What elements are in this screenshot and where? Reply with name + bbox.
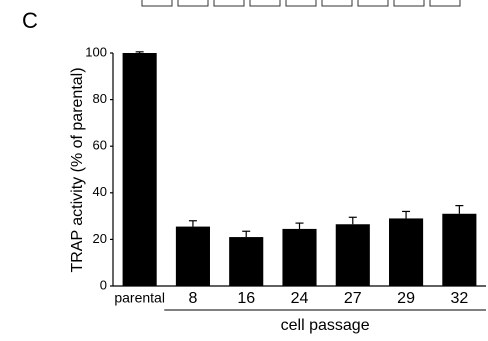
y-tick-label: 60 (93, 138, 107, 153)
x-tick-label: 32 (450, 290, 468, 307)
bar (336, 224, 370, 286)
y-tick-label: 100 (85, 44, 107, 59)
y-tick-label: 40 (93, 184, 107, 199)
page: C TRAP activity (% of parental) 0 20 40 60 8… (0, 0, 488, 341)
bar (442, 214, 476, 286)
x-tick-label: 8 (188, 290, 197, 307)
x-tick-label: 16 (237, 290, 255, 307)
bar (229, 237, 263, 286)
y-tick-label: 0 (100, 277, 107, 292)
bar (389, 218, 423, 286)
bar (282, 229, 316, 286)
chart: C TRAP activity (% of parental) 0 20 40 60 8… (0, 0, 488, 341)
bar (176, 227, 210, 286)
y-axis-label: TRAP activity (% of parental) (69, 67, 86, 272)
x-tick-label: parental (114, 290, 165, 306)
y-tick-label: 80 (93, 91, 107, 106)
x-group-label: cell passage (281, 317, 370, 334)
bar (123, 53, 157, 286)
panel-label: C (22, 8, 38, 33)
x-tick-label: 27 (344, 290, 362, 307)
gel-lanes (142, 0, 460, 6)
x-tick-label: 24 (291, 290, 309, 307)
x-tick-label: 29 (397, 290, 415, 307)
y-tick-label: 20 (93, 231, 107, 246)
